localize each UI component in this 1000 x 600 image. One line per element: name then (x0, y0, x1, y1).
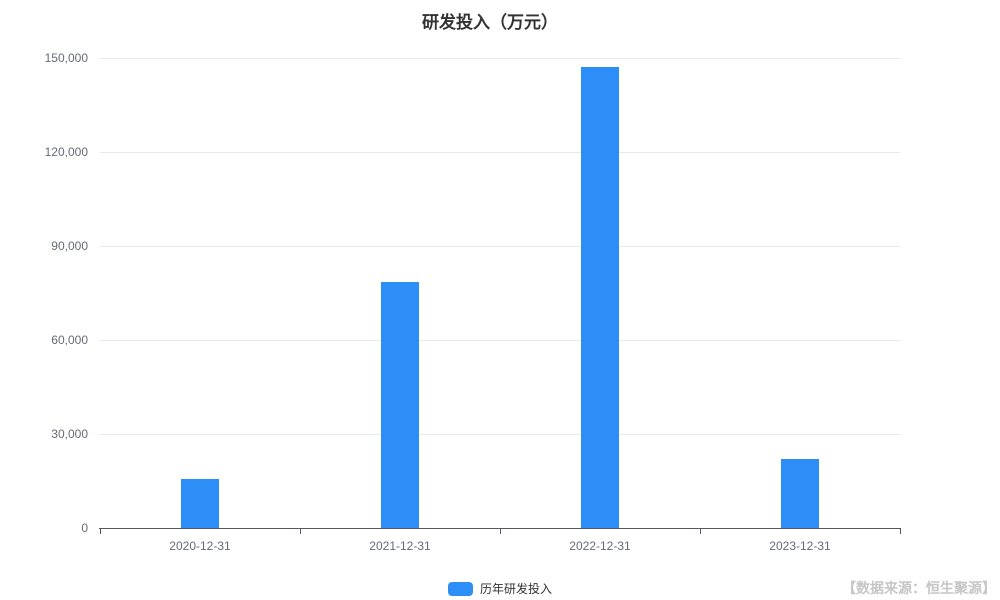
bar-2022-12-31[interactable] (581, 67, 619, 528)
x-tick-label: 2020-12-31 (169, 539, 231, 553)
x-axis-tick (700, 529, 701, 534)
x-axis-tick (500, 529, 501, 534)
gridline (100, 152, 900, 153)
gridline (100, 340, 900, 341)
y-tick-label: 150,000 (44, 51, 88, 65)
gridline (100, 58, 900, 59)
gridline (100, 246, 900, 247)
data-source-label: 【数据来源：恒生聚源】 (842, 580, 996, 596)
y-tick-label: 60,000 (51, 333, 88, 347)
legend-item[interactable]: 历年研发投入 (447, 580, 552, 597)
bar-2020-12-31[interactable] (181, 479, 219, 528)
bar-2021-12-31[interactable] (381, 282, 419, 528)
legend-marker-icon (447, 581, 473, 596)
x-axis-tick (900, 529, 901, 534)
legend: 历年研发投入 (0, 580, 1000, 597)
bar-2023-12-31[interactable] (781, 459, 819, 528)
x-tick-label: 2022-12-31 (569, 539, 631, 553)
y-tick-label: 90,000 (51, 239, 88, 253)
y-tick-label: 30,000 (51, 427, 88, 441)
chart-title: 研发投入（万元） (422, 13, 558, 32)
x-tick-label: 2023-12-31 (769, 539, 831, 553)
y-tick-label: 0 (81, 521, 88, 535)
x-axis-tick (300, 529, 301, 534)
gridline (100, 434, 900, 435)
legend-label: 历年研发投入 (479, 582, 552, 596)
x-axis-line (99, 528, 901, 529)
x-tick-label: 2021-12-31 (369, 539, 431, 553)
y-tick-label: 120,000 (44, 145, 88, 159)
x-axis-tick (100, 529, 101, 534)
